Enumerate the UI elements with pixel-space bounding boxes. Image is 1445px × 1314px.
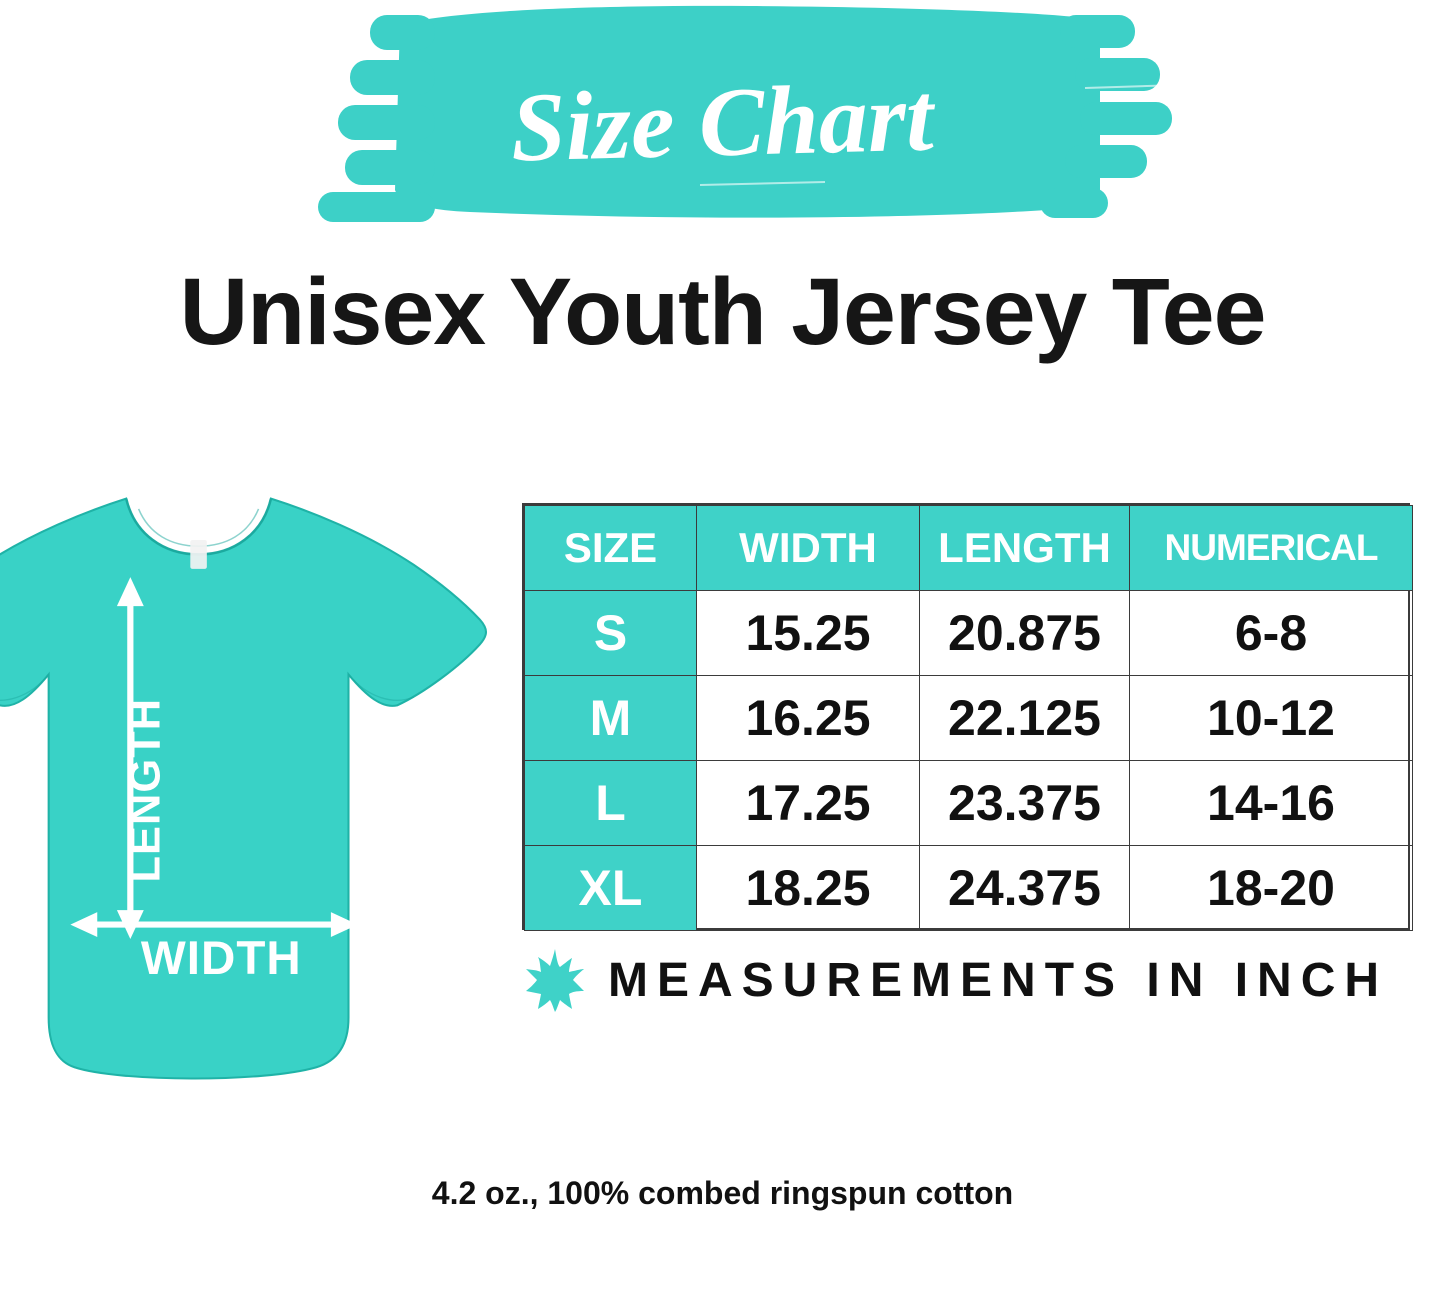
- svg-text:WIDTH: WIDTH: [141, 932, 302, 985]
